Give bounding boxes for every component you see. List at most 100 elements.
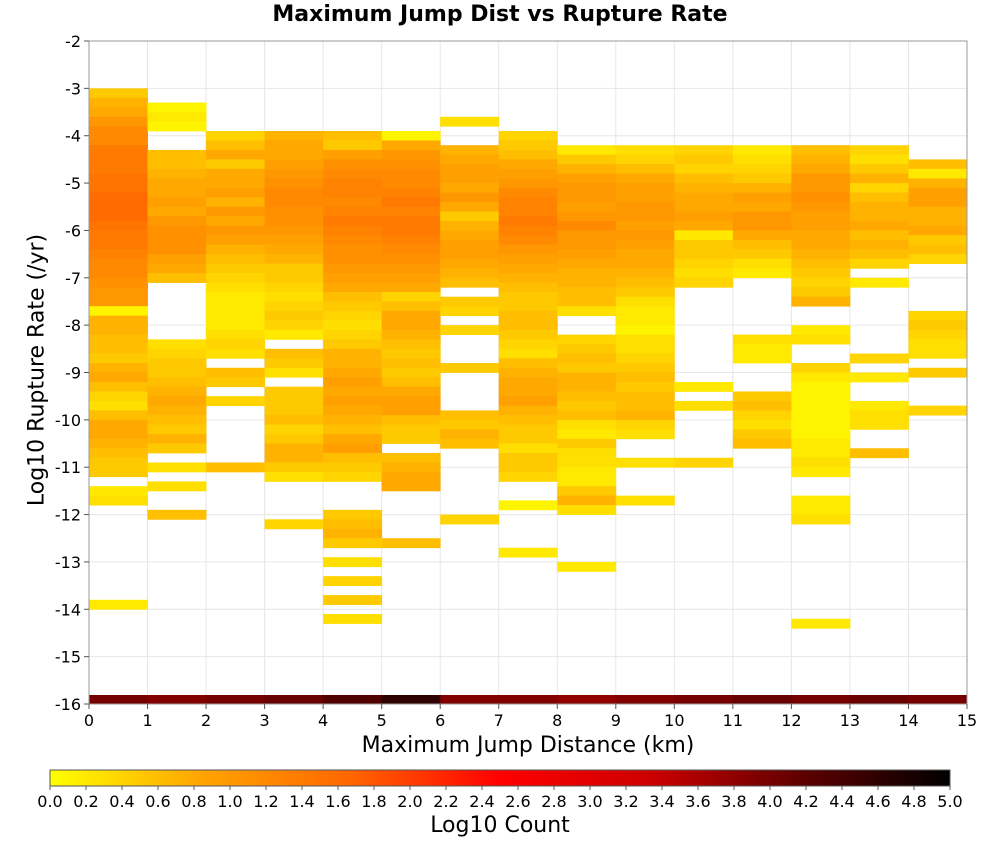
heatmap-cell <box>147 462 207 473</box>
heatmap-cell <box>89 211 148 222</box>
heatmap-cell <box>323 348 383 359</box>
heatmap-cell <box>89 145 148 156</box>
heatmap-cell <box>264 329 324 340</box>
heatmap-cell <box>908 320 968 331</box>
heatmap-cell <box>264 405 324 416</box>
heatmap-cell <box>147 443 207 454</box>
heatmap-cell <box>147 102 207 113</box>
heatmap-cell <box>791 192 851 203</box>
heatmap-cell <box>615 296 675 307</box>
heatmap-cell <box>732 429 792 440</box>
heatmap-cell <box>440 438 500 449</box>
heatmap-cell <box>791 363 851 373</box>
heatmap-cell <box>849 202 909 212</box>
colorbar-label: Log10 Count <box>430 813 570 838</box>
heatmap-cell <box>89 467 148 478</box>
heatmap-cell <box>615 277 675 288</box>
heatmap-cell <box>791 438 851 449</box>
heatmap-cell <box>849 353 909 364</box>
heatmap-cell <box>206 348 265 359</box>
heatmap-cell <box>206 310 265 321</box>
heatmap-cell <box>732 438 792 449</box>
heatmap-cell <box>732 419 792 430</box>
heatmap-cell <box>147 159 207 170</box>
heatmap-cell <box>498 282 558 293</box>
heatmap-cell <box>381 159 441 170</box>
heatmap-cell <box>498 329 558 340</box>
heatmap-cell <box>557 154 617 165</box>
heatmap-cell <box>732 202 792 212</box>
heatmap-cell <box>264 273 324 283</box>
heatmap-cell <box>89 325 148 336</box>
colorbar-tick-label: 3.8 <box>721 792 746 811</box>
colorbar <box>49 769 951 787</box>
heatmap-cell <box>323 320 383 331</box>
heatmap-cell <box>498 235 558 246</box>
heatmap-cell <box>615 457 675 468</box>
heatmap-cell <box>381 453 441 463</box>
heatmap-cell <box>791 505 851 515</box>
heatmap-cell <box>791 467 851 478</box>
heatmap-cell <box>732 145 792 156</box>
x-tick-label: 13 <box>840 711 860 730</box>
heatmap-cell <box>264 197 324 208</box>
heatmap-cell <box>381 471 441 482</box>
heatmap-cell <box>498 377 558 388</box>
heatmap-cell <box>206 301 265 312</box>
y-tick-label: -7 <box>65 269 81 288</box>
heatmap-cell <box>615 325 675 336</box>
heatmap-cell <box>557 220 617 231</box>
heatmap-cell <box>732 268 792 279</box>
heatmap-cell <box>323 178 383 189</box>
heatmap-cell <box>206 339 265 350</box>
heatmap-cell <box>908 216 968 227</box>
heatmap-cell <box>498 159 558 170</box>
heatmap-cell <box>323 159 383 170</box>
heatmap-cell <box>791 381 851 392</box>
heatmap-cell <box>323 206 383 217</box>
heatmap-cell <box>615 164 675 174</box>
heatmap-cell <box>89 429 148 440</box>
y-tick-label: -2 <box>65 32 81 51</box>
heatmap-cell <box>147 367 207 378</box>
x-tick-label: 9 <box>611 711 621 730</box>
heatmap-cell <box>323 216 383 227</box>
heatmap-cell <box>732 258 792 269</box>
heatmap-cell <box>381 358 441 369</box>
heatmap-cell <box>206 149 265 160</box>
heatmap-cell <box>732 410 792 421</box>
heatmap-cell <box>147 235 207 246</box>
heatmap-cell <box>791 287 851 298</box>
heatmap-cell <box>557 296 617 307</box>
heatmap-cell <box>791 164 851 174</box>
heatmap-cell <box>381 339 441 350</box>
colorbar-tick-label: 1.6 <box>325 792 350 811</box>
heatmap-cell <box>674 183 734 193</box>
heatmap-cell <box>615 211 675 222</box>
heatmap-cell <box>849 419 909 430</box>
heatmap-cell <box>147 348 207 359</box>
heatmap-cell <box>381 367 441 378</box>
heatmap-cell <box>615 173 675 184</box>
heatmap-cell <box>323 329 383 340</box>
heatmap-cell <box>264 282 324 293</box>
colorbar-tick-label: 2.8 <box>541 792 566 811</box>
heatmap-cell <box>791 372 851 383</box>
colorbar-tick-label: 1.8 <box>361 792 386 811</box>
marginal-strip-cell <box>440 695 500 704</box>
heatmap-cell <box>440 325 500 336</box>
heatmap-cell <box>381 149 441 160</box>
heatmap-cell <box>908 310 968 321</box>
heatmap-cell <box>147 168 207 179</box>
heatmap-cell <box>791 419 851 430</box>
heatmap-cell <box>791 154 851 165</box>
heatmap-cell <box>557 429 617 440</box>
x-tick-label: 4 <box>318 711 328 730</box>
colorbar-tick-label: 2.6 <box>505 792 530 811</box>
heatmap-cell <box>323 614 383 624</box>
heatmap-cell <box>323 462 383 473</box>
heatmap-cell <box>674 277 734 288</box>
heatmap-cell <box>849 239 909 250</box>
heatmap-cell <box>615 192 675 203</box>
heatmap-cell <box>381 377 441 388</box>
